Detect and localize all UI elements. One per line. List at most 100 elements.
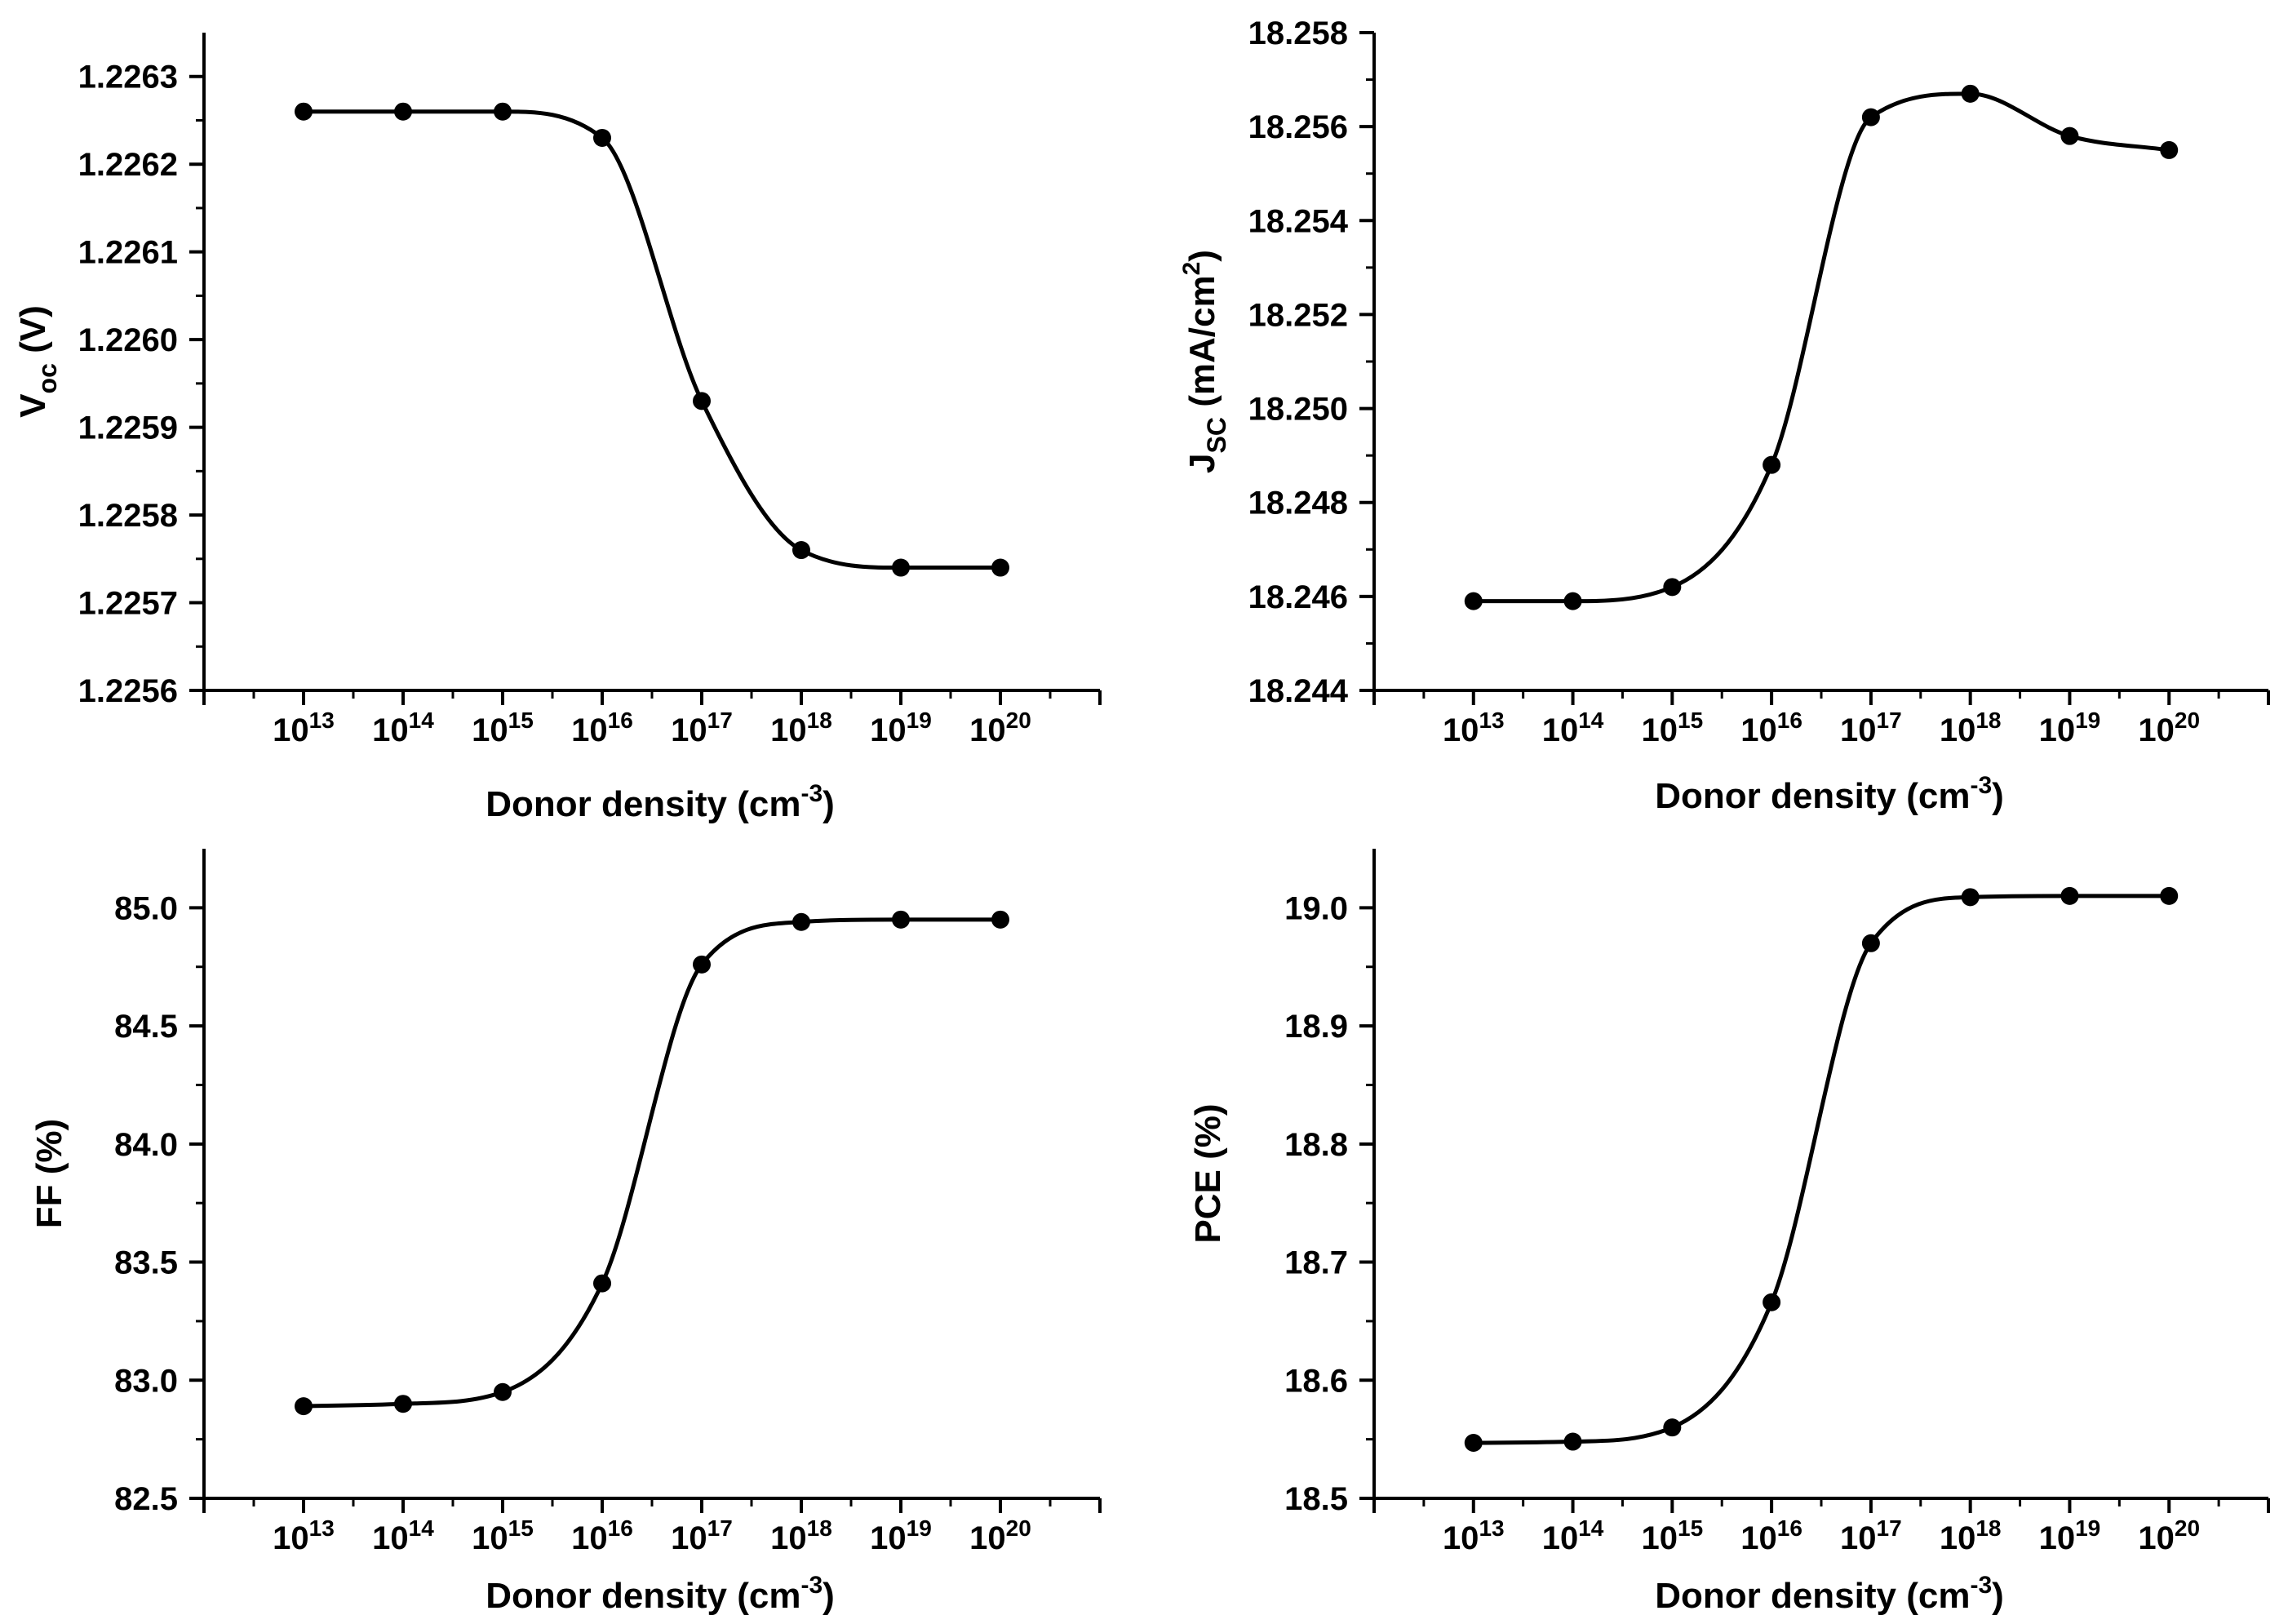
y-tick-label: 18.250 bbox=[1248, 392, 1348, 428]
data-point bbox=[693, 955, 711, 974]
y-tick-label: 18.248 bbox=[1248, 486, 1348, 521]
y-tick-label: 18.5 bbox=[1284, 1481, 1348, 1517]
x-tick-label: 1015 bbox=[472, 1515, 534, 1556]
y-tick-label: 1.2262 bbox=[78, 147, 178, 183]
data-point bbox=[2160, 886, 2179, 905]
x-tick-label: 1018 bbox=[770, 1515, 832, 1556]
y-tick-label: 83.0 bbox=[114, 1363, 178, 1399]
data-point bbox=[892, 558, 910, 577]
data-point bbox=[1464, 1433, 1483, 1452]
ff-chart: 1013 1014 1015 1016 1017 1018 1019 1020 82.5 83.0… bbox=[29, 849, 1102, 1616]
x-tick-label: 1014 bbox=[372, 1515, 434, 1556]
data-point bbox=[1464, 592, 1483, 610]
x-tick-label: 1016 bbox=[571, 708, 633, 748]
y-tick-label: 18.246 bbox=[1248, 579, 1348, 615]
data-point bbox=[1563, 1432, 1582, 1451]
data-point bbox=[1763, 1293, 1781, 1311]
data-point bbox=[295, 102, 313, 121]
y-axis-title: Voc (V) bbox=[13, 305, 62, 418]
data-point bbox=[1663, 1418, 1682, 1437]
x-tick-label: 1019 bbox=[2039, 708, 2101, 748]
x-axis-title: Donor density (cm-3) bbox=[1655, 1572, 2004, 1616]
y-tick-label: 1.2256 bbox=[78, 673, 178, 709]
data-point bbox=[2060, 886, 2079, 905]
x-tick-label: 1019 bbox=[870, 708, 932, 748]
series-line bbox=[303, 109, 1000, 570]
data-point bbox=[593, 128, 611, 147]
x-tick-label: 1017 bbox=[1840, 708, 1902, 748]
x-tick-label: 1018 bbox=[1940, 708, 2002, 748]
data-point bbox=[593, 1274, 611, 1293]
y-tick-label: 18.254 bbox=[1248, 203, 1349, 239]
y-tick-label: 83.5 bbox=[114, 1245, 178, 1281]
series-line bbox=[1473, 91, 2170, 604]
data-point bbox=[792, 541, 810, 560]
data-point bbox=[1663, 578, 1682, 597]
y-tick-label: 18.8 bbox=[1284, 1127, 1348, 1163]
y-tick-label: 1.2260 bbox=[78, 322, 178, 358]
y-tick-label: 84.5 bbox=[114, 1009, 178, 1045]
y-axis-title: PCE (%) bbox=[1188, 1103, 1228, 1243]
y-tick-label: 18.9 bbox=[1284, 1009, 1348, 1045]
y-tick-label: 84.0 bbox=[114, 1127, 178, 1163]
x-tick-label: 1020 bbox=[969, 1515, 1031, 1556]
data-point bbox=[693, 392, 711, 410]
y-tick-label: 85.0 bbox=[114, 890, 178, 926]
y-axis-title: FF (%) bbox=[29, 1119, 69, 1228]
x-tick-label: 1013 bbox=[1443, 708, 1505, 748]
data-point bbox=[892, 910, 910, 929]
y-tick-label: 18.256 bbox=[1248, 109, 1348, 145]
series-line bbox=[1473, 894, 2170, 1445]
x-axis-title: Donor density (cm-3) bbox=[1655, 772, 2004, 816]
y-tick-label: 18.6 bbox=[1284, 1363, 1348, 1399]
y-tick-label: 1.2263 bbox=[78, 60, 178, 95]
y-tick-label: 18.252 bbox=[1248, 297, 1348, 333]
x-tick-label: 1014 bbox=[1542, 1515, 1604, 1556]
x-axis-title: Donor density (cm-3) bbox=[486, 780, 835, 824]
y-tick-label: 19.0 bbox=[1284, 890, 1348, 926]
x-tick-label: 1017 bbox=[1840, 1515, 1902, 1556]
x-tick-label: 1017 bbox=[671, 708, 733, 748]
y-tick-label: 18.7 bbox=[1284, 1245, 1348, 1281]
data-point bbox=[1961, 888, 1980, 907]
data-point bbox=[1961, 84, 1980, 103]
y-tick-label: 1.2257 bbox=[78, 586, 178, 622]
jsc-chart: 1013 1014 1015 1016 1017 1018 1019 1020 18.244 18… bbox=[1178, 16, 2270, 816]
x-axis-title: Donor density (cm-3) bbox=[486, 1572, 835, 1616]
data-point bbox=[394, 102, 412, 121]
y-tick-label: 1.2261 bbox=[78, 235, 178, 271]
y-axis-title: JSC (mA/cm2) bbox=[1178, 250, 1231, 473]
x-tick-label: 1020 bbox=[2138, 708, 2200, 748]
y-tick-label: 18.244 bbox=[1248, 673, 1349, 709]
x-tick-label: 1015 bbox=[472, 708, 534, 748]
x-tick-label: 1016 bbox=[571, 1515, 633, 1556]
data-point bbox=[394, 1395, 412, 1413]
y-tick-label: 18.258 bbox=[1248, 16, 1348, 51]
data-point bbox=[494, 102, 512, 121]
x-tick-label: 1013 bbox=[273, 1515, 335, 1556]
x-tick-label: 1013 bbox=[273, 708, 335, 748]
data-point bbox=[2060, 126, 2079, 145]
x-tick-label: 1017 bbox=[671, 1515, 733, 1556]
x-tick-label: 1019 bbox=[870, 1515, 932, 1556]
x-tick-label: 1016 bbox=[1740, 1515, 1802, 1556]
data-point bbox=[1861, 934, 1880, 952]
data-point bbox=[1563, 592, 1582, 610]
data-point bbox=[1763, 455, 1781, 474]
x-tick-label: 1019 bbox=[2039, 1515, 2101, 1556]
x-tick-label: 1015 bbox=[1642, 708, 1704, 748]
series-line bbox=[303, 917, 1000, 1409]
x-tick-label: 1018 bbox=[1940, 1515, 2002, 1556]
data-point bbox=[2160, 140, 2179, 159]
x-tick-label: 1020 bbox=[969, 708, 1031, 748]
x-tick-label: 1016 bbox=[1740, 708, 1802, 748]
x-tick-label: 1015 bbox=[1642, 1515, 1704, 1556]
y-tick-label: 1.2259 bbox=[78, 410, 178, 446]
x-tick-label: 1014 bbox=[1542, 708, 1604, 748]
x-tick-label: 1013 bbox=[1443, 1515, 1505, 1556]
data-point bbox=[1861, 108, 1880, 126]
x-tick-label: 1018 bbox=[770, 708, 832, 748]
x-tick-label: 1020 bbox=[2138, 1515, 2200, 1556]
data-point bbox=[494, 1382, 512, 1401]
